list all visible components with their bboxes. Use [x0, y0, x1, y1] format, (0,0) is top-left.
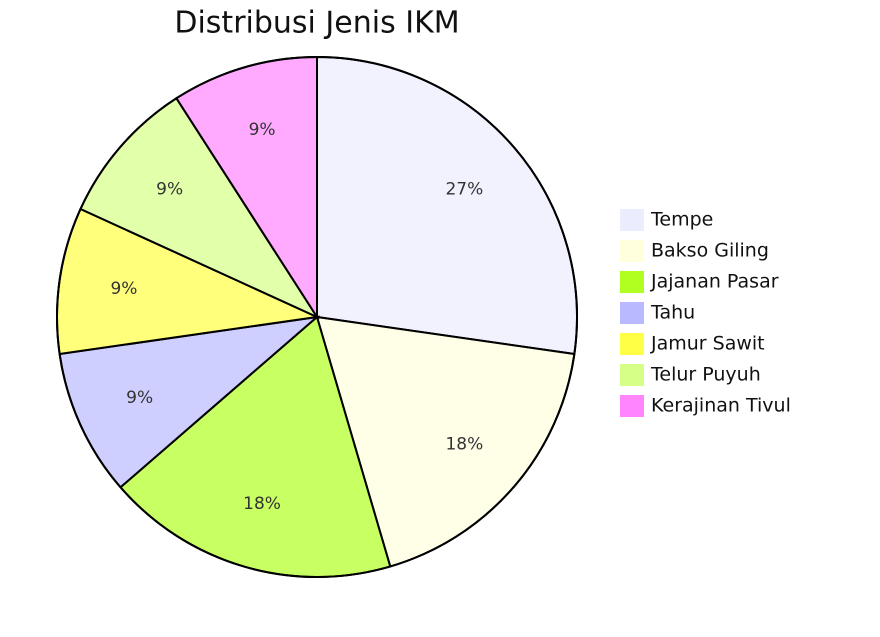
legend-label: Jamur Sawit: [650, 333, 765, 355]
legend-swatch: [620, 240, 644, 262]
legend-label: Jajanan Pasar: [650, 271, 779, 293]
slice-label: 9%: [249, 120, 276, 140]
legend-label: Bakso Giling: [651, 240, 769, 262]
pie-outline: [56, 56, 578, 578]
slice-label: 27%: [445, 179, 483, 199]
slice-label: 9%: [110, 279, 137, 299]
legend-swatch: [620, 209, 644, 231]
slice-label: 18%: [243, 494, 281, 514]
legend-label: Tahu: [650, 302, 695, 324]
slice-label: 9%: [156, 179, 183, 199]
legend-label: Telur Puyuh: [650, 364, 761, 386]
legend-swatch: [620, 364, 644, 386]
legend-swatch: [620, 302, 644, 324]
slice-label: 18%: [445, 435, 483, 455]
legend-swatch: [620, 333, 644, 355]
legend-swatch: [620, 395, 644, 417]
legend-label: Kerajinan Tivul: [651, 395, 791, 417]
legend-swatch: [620, 271, 644, 293]
pie-slice: [316, 55, 578, 356]
chart-title: Distribusi Jenis IKM: [174, 6, 459, 41]
legend-label: Tempe: [650, 209, 713, 231]
slice-label: 9%: [126, 388, 153, 408]
